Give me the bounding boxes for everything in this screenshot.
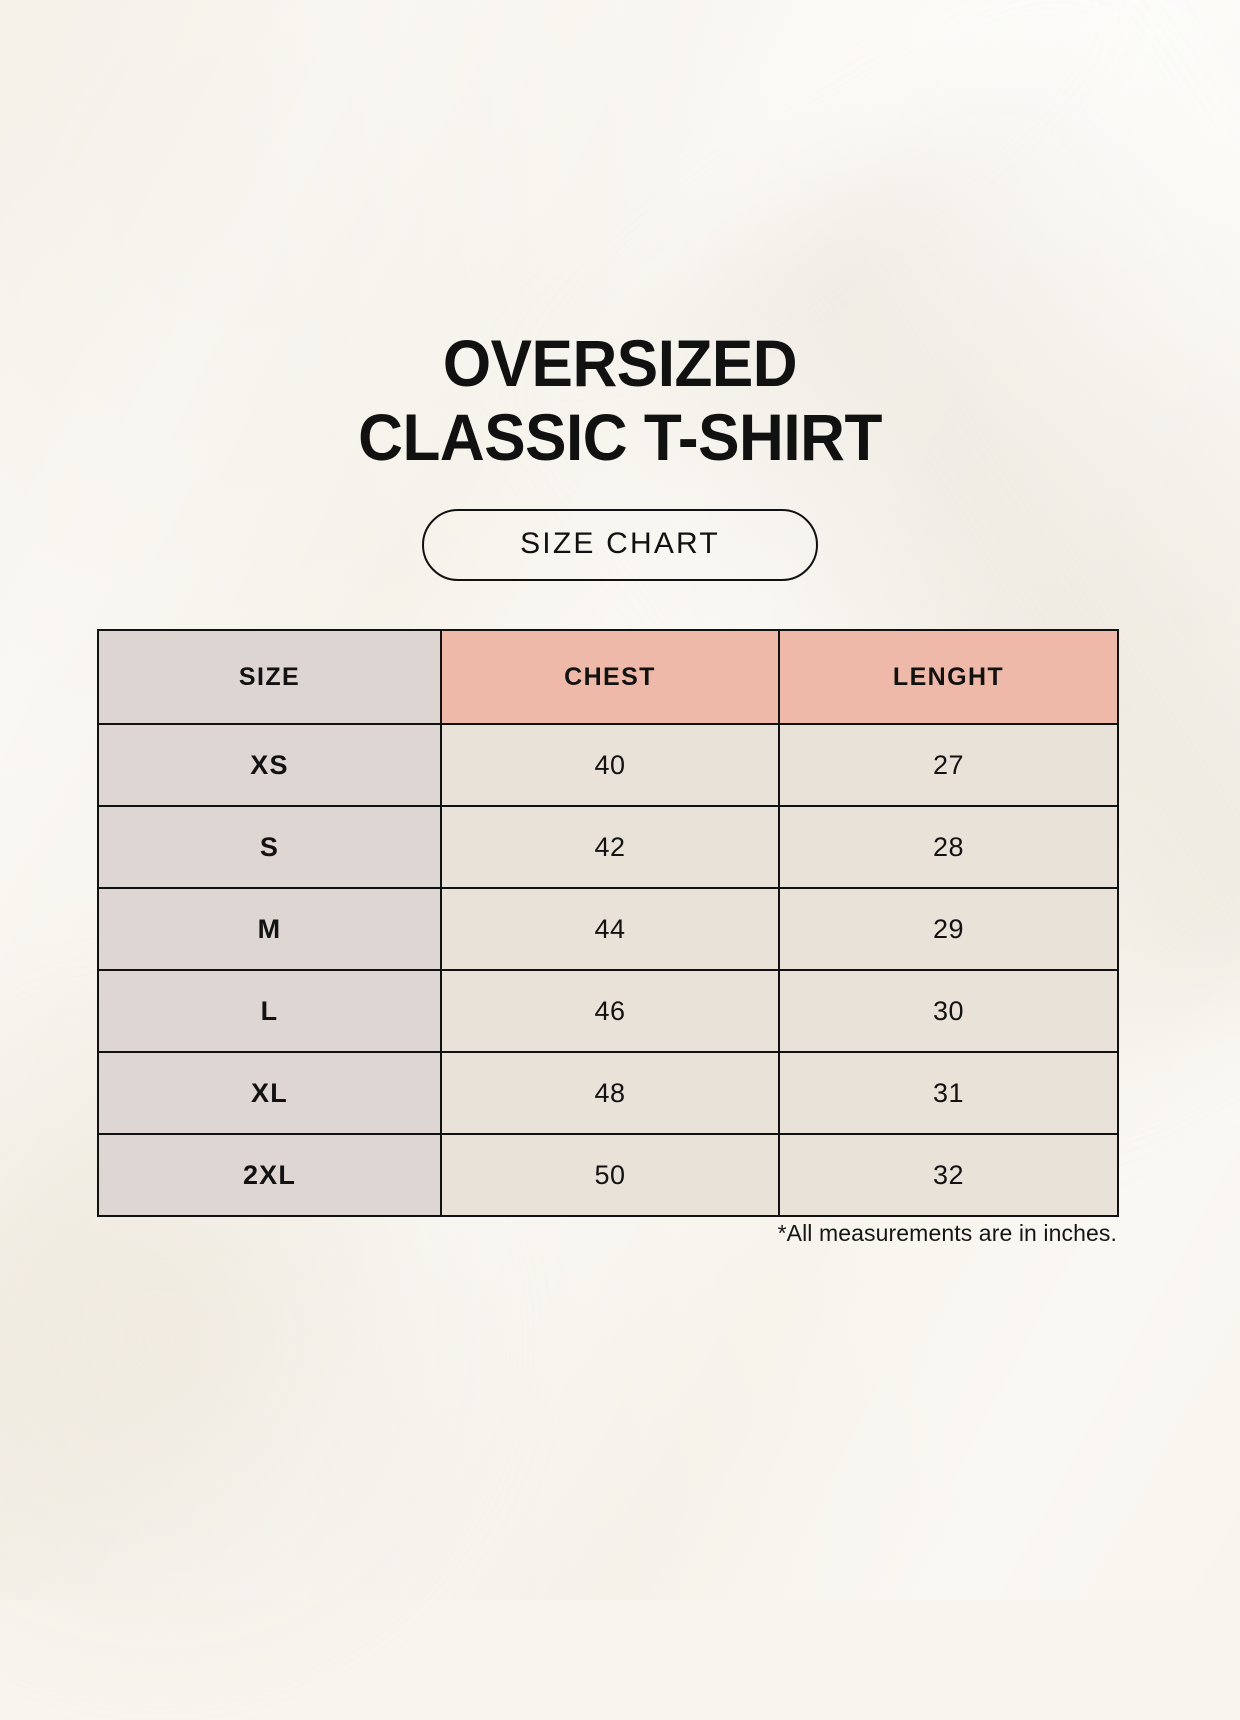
- cell-size: XL: [97, 1051, 442, 1135]
- page-title: OVERSIZED CLASSIC T-SHIRT: [0, 330, 1240, 470]
- table-header-row: SIZE CHEST LENGHT: [97, 629, 1119, 725]
- column-header-size: SIZE: [97, 629, 442, 725]
- measurement-note: *All measurements are in inches.: [777, 1220, 1117, 1246]
- cell-chest: 42: [440, 805, 780, 889]
- size-chart-poster: OVERSIZED CLASSIC T-SHIRT SIZE CHART SIZ…: [0, 330, 1240, 1246]
- table-body: XS 40 27 S 42 28 M 44 29 L 46 30 XL 48: [97, 723, 1119, 1217]
- table-row: 2XL 50 32: [97, 1133, 1119, 1217]
- cell-size: 2XL: [97, 1133, 442, 1217]
- cell-length: 32: [778, 1133, 1119, 1217]
- cell-chest: 46: [440, 969, 780, 1053]
- cell-size: M: [97, 887, 442, 971]
- size-chart-table: SIZE CHEST LENGHT XS 40 27 S 42 28 M 44 …: [97, 629, 1119, 1217]
- cell-length: 28: [778, 805, 1119, 889]
- cell-length: 30: [778, 969, 1119, 1053]
- table-row: XL 48 31: [97, 1051, 1119, 1135]
- cell-length: 27: [778, 723, 1119, 807]
- cell-size: L: [97, 969, 442, 1053]
- cell-chest: 40: [440, 723, 780, 807]
- title-line-2: CLASSIC T-SHIRT: [358, 400, 882, 474]
- cell-chest: 50: [440, 1133, 780, 1217]
- table-header: SIZE CHEST LENGHT: [97, 629, 1119, 725]
- table-row: M 44 29: [97, 887, 1119, 971]
- cell-chest: 48: [440, 1051, 780, 1135]
- size-chart-badge-wrapper: SIZE CHART: [0, 509, 1240, 581]
- cell-chest: 44: [440, 887, 780, 971]
- size-chart-badge: SIZE CHART: [422, 509, 818, 581]
- cell-size: XS: [97, 723, 442, 807]
- table-row: L 46 30: [97, 969, 1119, 1053]
- title-line-1: OVERSIZED: [442, 326, 798, 400]
- column-header-chest: CHEST: [440, 629, 780, 725]
- cell-length: 29: [778, 887, 1119, 971]
- table-row: S 42 28: [97, 805, 1119, 889]
- table-row: XS 40 27: [97, 723, 1119, 807]
- column-header-length: LENGHT: [778, 629, 1119, 725]
- cell-size: S: [97, 805, 442, 889]
- cell-length: 31: [778, 1051, 1119, 1135]
